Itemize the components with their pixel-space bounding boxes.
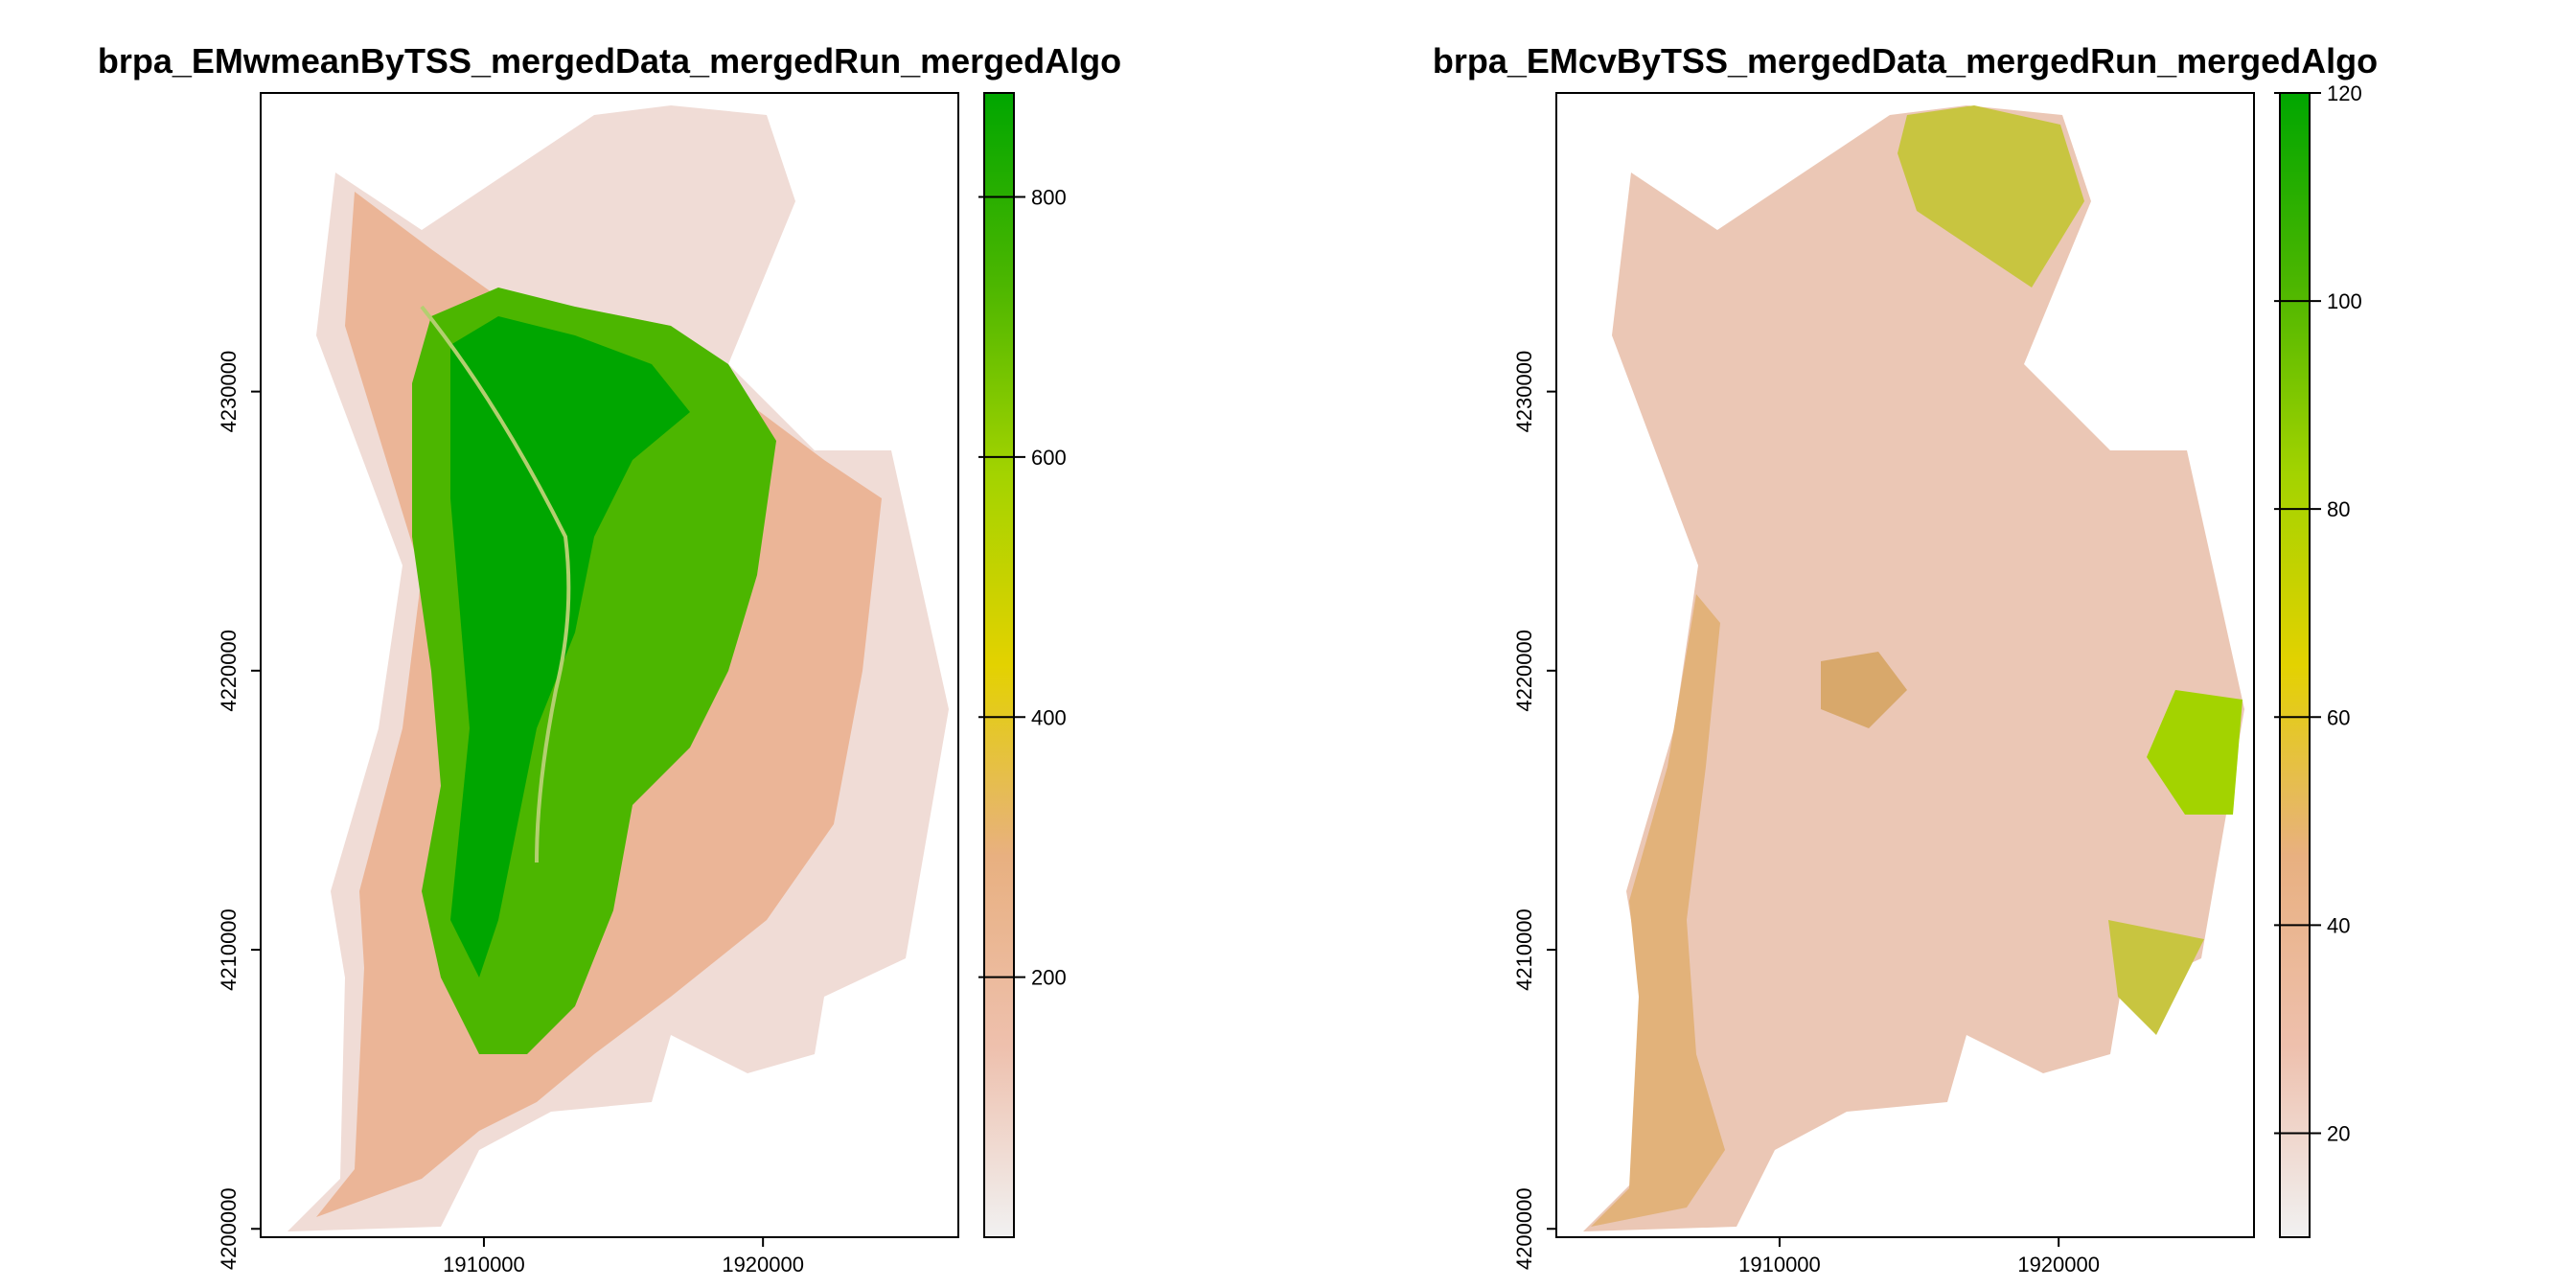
colorbar-fill (983, 92, 1015, 1238)
colorbar-tick-label: 60 (2327, 705, 2350, 729)
map-region-upper (1898, 105, 2084, 288)
y-tick-label: 4200000 (1512, 1187, 1536, 1270)
x-axis: 1910000 1920000 (443, 1237, 804, 1276)
y-axis: 4200000 4210000 4220000 4230000 (217, 351, 261, 1270)
colorbar-tick-label: 800 (1031, 186, 1067, 210)
raster-map (1583, 105, 2244, 1231)
colorbar-tick-label: 80 (2327, 497, 2350, 521)
panel-wmean: brpa_EMwmeanByTSS_mergedData_mergedRun_m… (98, 41, 1121, 1276)
chart-title: brpa_EMcvByTSS_mergedData_mergedRun_merg… (1433, 41, 2378, 80)
y-tick-label: 4220000 (1512, 630, 1536, 712)
colorbar-ticks: 200 400 600 800 (978, 186, 1067, 990)
x-tick-label: 1910000 (443, 1253, 525, 1276)
colorbar-fill (2279, 92, 2311, 1238)
x-axis: 1910000 1920000 (1738, 1237, 2100, 1276)
colorbar-tick-label: 20 (2327, 1121, 2350, 1145)
colorbar-tick-label: 200 (1031, 966, 1067, 990)
y-tick-label: 4220000 (217, 630, 241, 712)
colorbar-tick-label: 100 (2327, 289, 2362, 313)
chart-title: brpa_EMwmeanByTSS_mergedData_mergedRun_m… (98, 41, 1121, 80)
y-tick-label: 4230000 (1512, 351, 1536, 433)
panel-cv: brpa_EMcvByTSS_mergedData_mergedRun_merg… (1433, 41, 2378, 1276)
y-tick-label: 4210000 (217, 908, 241, 991)
plot-frame (260, 92, 959, 1238)
raster-map (288, 105, 949, 1231)
colorbar-tick-label: 40 (2327, 913, 2350, 937)
map-region-river (420, 305, 571, 863)
x-tick-label: 1920000 (722, 1253, 804, 1276)
colorbar: 200 400 600 800 (978, 92, 1067, 1238)
colorbar-ticks: 20 40 60 80 100 120 (2274, 81, 2362, 1145)
map-region-east (2147, 690, 2242, 815)
map-region-base (1583, 105, 2244, 1231)
y-axis: 4200000 4210000 4220000 4230000 (1512, 351, 1556, 1270)
colorbar: 20 40 60 80 100 120 (2274, 81, 2362, 1238)
map-region-patch (1821, 652, 1907, 728)
y-tick-label: 4210000 (1512, 908, 1536, 991)
y-tick-label: 4230000 (217, 351, 241, 433)
plot-frame (1555, 92, 2255, 1238)
y-tick-label: 4200000 (217, 1187, 241, 1270)
colorbar-tick-label: 400 (1031, 705, 1067, 729)
x-tick-label: 1920000 (2017, 1253, 2100, 1276)
colorbar-tick-label: 600 (1031, 446, 1067, 470)
map-region-southeast (2108, 920, 2204, 1035)
x-tick-label: 1910000 (1738, 1253, 1821, 1276)
colorbar-tick-label: 120 (2327, 81, 2362, 105)
map-region-peak (450, 316, 690, 978)
map-region-mid (1591, 594, 1725, 1227)
